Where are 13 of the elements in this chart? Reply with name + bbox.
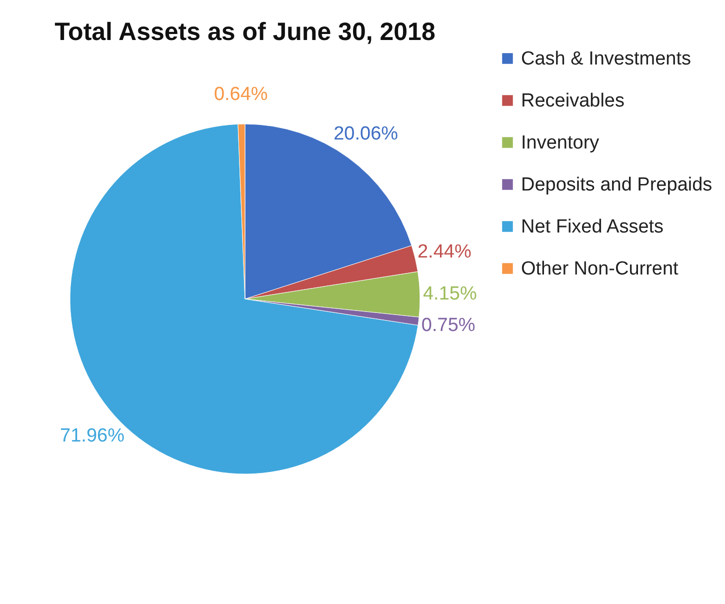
data-label: 71.96% (60, 426, 125, 447)
legend-label: Inventory (521, 132, 600, 154)
legend-label: Cash & Investments (521, 48, 692, 70)
data-label: 20.06% (334, 123, 398, 144)
data-label: 4.15% (422, 284, 477, 305)
legend-label: Receivables (521, 90, 624, 112)
legend-label: Other Non-Current (521, 258, 680, 280)
data-label: 0.64% (214, 84, 268, 106)
legend-label: Net Fixed Assets (521, 216, 664, 238)
legend-label: Deposits and Prepaids (521, 174, 712, 196)
data-label: 2.44% (417, 242, 472, 263)
data-label: 0.75% (421, 315, 476, 336)
chart-title: Total Assets as of June 30, 2018 (54, 18, 436, 46)
